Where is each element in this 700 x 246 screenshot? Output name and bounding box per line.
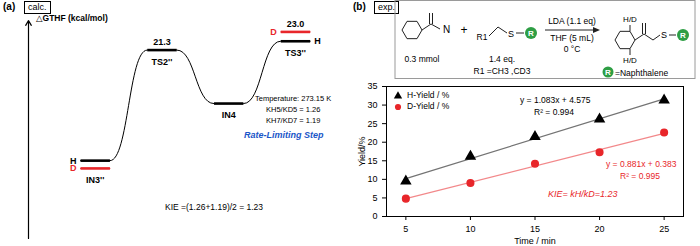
svg-text:R: R [528,29,534,38]
html-text:H-Yield / %: H-Yield / % [407,90,450,100]
svg-text:23.0: 23.0 [287,19,305,29]
html-text:exp.: exp. [378,2,395,12]
svg-text:25: 25 [659,224,669,234]
html-text:y = 0.881x + 0.383: y = 0.881x + 0.383 [606,159,677,169]
svg-text:H: H [70,155,77,166]
html-text:(b): (b) [353,1,366,12]
svg-text:20: 20 [595,224,605,234]
svg-text:D: D [270,27,277,37]
svg-text:10: 10 [367,174,377,184]
svg-text:Yield/%: Yield/% [357,136,367,166]
svg-text:15: 15 [530,224,540,234]
svg-text:LDA (1.1 eq): LDA (1.1 eq) [548,16,596,26]
svg-text:1.4 eq.: 1.4 eq. [489,54,515,64]
html-text:(a): (a) [3,1,16,12]
svg-text:H: H [314,36,321,46]
html-text:KH7/KD7 = 1.19: KH7/KD7 = 1.19 [266,116,321,125]
svg-text:5: 5 [372,193,377,203]
svg-text:TS2'': TS2'' [152,57,173,67]
svg-text:0 °C: 0 °C [564,44,581,54]
svg-text:N: N [443,24,450,35]
html-text:R² = 0.994: R² = 0.994 [534,107,574,117]
svg-text:Time / min: Time / min [514,236,556,246]
svg-text:21.3: 21.3 [153,37,171,47]
svg-text:H/D: H/D [623,15,637,24]
svg-text:THF (5 mL): THF (5 mL) [550,33,594,43]
html-text:D-Yield / %: D-Yield / % [407,101,450,111]
html-text:Temperature: 273.15 K: Temperature: 273.15 K [255,94,332,103]
svg-text:=Naphthalene: =Naphthalene [615,68,668,78]
svg-text:25: 25 [367,119,377,129]
svg-text:+: + [460,23,467,37]
svg-text:0.3 mmol: 0.3 mmol [405,54,440,64]
svg-text:IN3'': IN3'' [86,175,104,185]
svg-text:30: 30 [367,100,377,110]
svg-text:S: S [661,30,667,40]
html-text:KIE= kH/kD=1.23: KIE= kH/kD=1.23 [548,189,618,199]
svg-text:R1: R1 [477,32,488,42]
html-text:KIE =(1.26+1.19)/2 = 1.23: KIE =(1.26+1.19)/2 = 1.23 [165,202,264,212]
svg-text:R1 =CH3 ,CD3: R1 =CH3 ,CD3 [474,66,531,76]
svg-text:15: 15 [367,156,377,166]
html-text:calc.: calc. [28,2,47,12]
svg-text:IN4: IN4 [222,110,236,120]
svg-text:TS3'': TS3'' [285,48,306,58]
svg-text:20: 20 [367,137,377,147]
svg-text:R: R [680,31,686,40]
svg-text:S: S [508,29,514,39]
html-text:Rate-Limiting Step: Rate-Limiting Step [244,130,324,140]
svg-text:R: R [605,68,611,77]
svg-text:10: 10 [465,224,475,234]
html-text:KH5/KD5 = 1.26: KH5/KD5 = 1.26 [266,105,321,114]
svg-text:35: 35 [367,81,377,91]
svg-text:0: 0 [372,211,377,221]
svg-text:5: 5 [403,224,408,234]
html-text:R² = 0.995: R² = 0.995 [620,171,660,181]
svg-text:H/D: H/D [623,56,637,65]
svg-text:D: D [70,163,77,173]
html-text:y = 1.083x + 4.575: y = 1.083x + 4.575 [520,95,591,105]
html-text:△GTHF (kcal/mol): △GTHF (kcal/mol) [36,13,108,23]
